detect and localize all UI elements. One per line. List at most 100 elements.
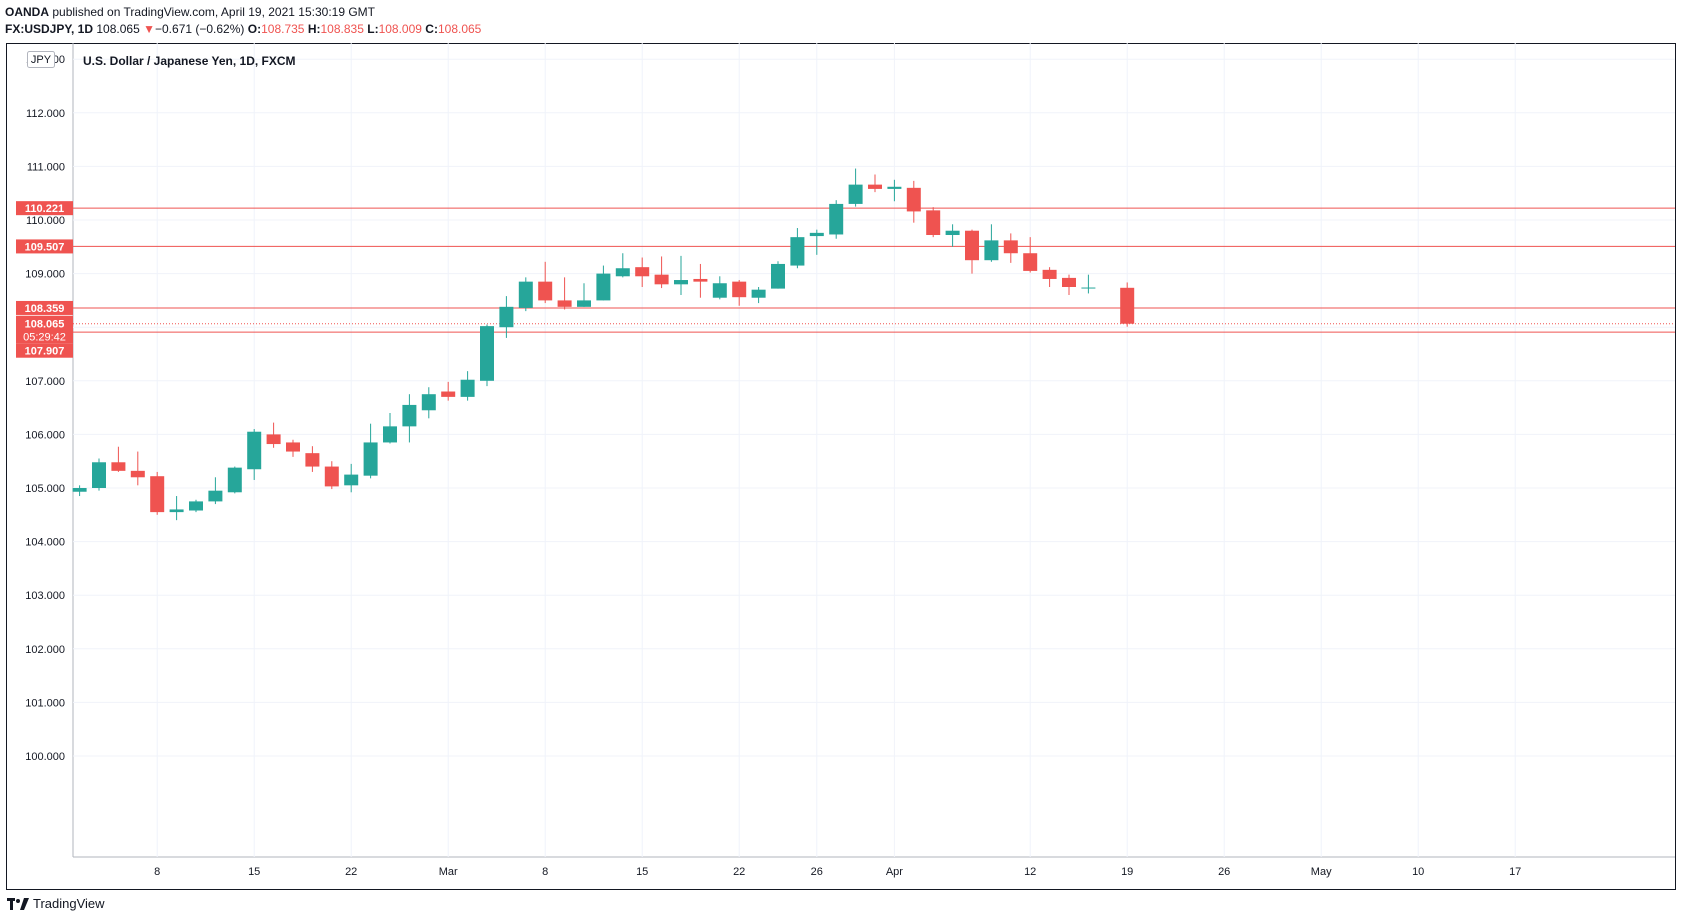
candle-body <box>1120 287 1135 324</box>
publish-info: OANDA published on TradingView.com, Apri… <box>5 5 375 19</box>
y-tick-label: 109.000 <box>25 269 65 281</box>
low-label: L: <box>367 22 379 36</box>
candle-body <box>286 442 300 452</box>
candle-body <box>1003 240 1018 254</box>
candle-body <box>809 232 824 237</box>
x-tick-label: 8 <box>154 866 160 878</box>
last-price-label: 108.065 <box>25 319 65 331</box>
level-price-label: 110.221 <box>25 203 64 215</box>
candle-body <box>72 488 87 492</box>
candle-body <box>751 289 766 298</box>
x-tick-label: 26 <box>811 866 823 878</box>
x-tick-label: 17 <box>1509 866 1521 878</box>
level-price-label-bg <box>16 239 73 254</box>
x-tick-label: 15 <box>636 866 648 878</box>
candle-body <box>189 501 203 511</box>
x-tick-label: 22 <box>733 866 745 878</box>
candle-body <box>92 462 106 488</box>
y-tick-label: 103.000 <box>25 590 65 602</box>
candle-body <box>538 281 553 301</box>
x-tick-label: 19 <box>1121 866 1133 878</box>
high-label: H: <box>307 22 321 36</box>
level-price-label: 108.359 <box>25 303 65 315</box>
last-price: 108.065 <box>96 22 140 36</box>
tradingview-brand: TradingView <box>33 896 105 911</box>
low-value: 108.009 <box>378 22 422 36</box>
candle-body <box>324 466 339 487</box>
candle-body <box>344 474 359 486</box>
time-axis: 8 15 22 Mar 8 15 22 26 Apr 12 19 26 May 10 17 <box>154 866 1521 878</box>
level-price-label-bg <box>16 300 73 315</box>
candle-body <box>441 391 456 397</box>
candle-body <box>402 404 417 427</box>
candle-body <box>305 453 320 467</box>
x-tick-label: 10 <box>1412 866 1424 878</box>
candle-body <box>266 434 281 445</box>
price-change: −0.671 (−0.62%) <box>155 22 245 36</box>
x-tick-label: Mar <box>439 866 458 878</box>
chart-frame <box>6 43 1676 890</box>
candle-body <box>169 509 184 513</box>
candle-body <box>790 237 805 266</box>
candle-body <box>712 283 727 298</box>
symbol-label: FX:USDJPY, 1D <box>5 22 94 36</box>
y-tick-label: 105.000 <box>25 483 65 495</box>
candle-body <box>906 187 921 212</box>
footer: TradingView <box>7 896 105 911</box>
candle-body <box>615 268 630 277</box>
tradingview-logo-icon <box>7 897 29 910</box>
open-value: 108.735 <box>261 22 305 36</box>
candle-body <box>247 431 262 470</box>
x-tick-label: 12 <box>1024 866 1036 878</box>
open-label: O: <box>247 22 262 36</box>
y-tick-label: 102.000 <box>25 644 65 656</box>
candle-body <box>771 263 785 289</box>
candle-body <box>130 470 145 478</box>
candle-body <box>926 210 941 236</box>
x-tick-label: 26 <box>1218 866 1230 878</box>
high-value: 108.835 <box>320 22 364 36</box>
publisher-name: OANDA <box>5 5 49 19</box>
last-price-bg <box>16 315 73 344</box>
candle-body <box>208 490 223 502</box>
candle-body <box>1081 287 1096 289</box>
x-tick-label: 22 <box>345 866 357 878</box>
y-tick-label: 101.000 <box>25 697 65 709</box>
candle-body <box>693 278 708 282</box>
x-tick-label: 8 <box>542 866 548 878</box>
y-tick-label: 112.000 <box>26 108 65 120</box>
candle-body <box>111 462 126 471</box>
horizontal-levels <box>73 207 1675 333</box>
candle-body <box>596 273 611 301</box>
candle-body <box>480 326 494 381</box>
grid <box>73 43 1675 857</box>
candle-body <box>945 230 960 236</box>
currency-badge[interactable] <box>27 51 55 68</box>
level-price-label-bg <box>16 343 73 358</box>
level-price-label: 109.507 <box>25 241 65 253</box>
down-arrow-icon: ▼ <box>143 22 155 36</box>
candle-body <box>1042 269 1057 279</box>
level-price-label-bg <box>16 201 73 216</box>
y-tick-label: 100.000 <box>25 751 65 763</box>
candle-body <box>1062 277 1076 287</box>
candle-body <box>227 467 242 493</box>
currency-badge-label: JPY <box>31 54 52 66</box>
candle-body <box>829 203 844 235</box>
chart-title: U.S. Dollar / Japanese Yen, 1D, FXCM <box>83 54 296 68</box>
level-price-label: 107.907 <box>25 346 65 358</box>
y-tick-label: 111.000 <box>27 161 65 173</box>
candle-body <box>674 280 688 285</box>
candle-body <box>635 267 650 277</box>
x-tick-label: 15 <box>248 866 260 878</box>
x-tick-label: May <box>1311 866 1332 878</box>
close-label: C: <box>425 22 438 36</box>
candle-body <box>363 442 378 476</box>
y-tick-label: 106.000 <box>25 429 65 441</box>
candle-body <box>421 394 436 411</box>
candle-body <box>848 184 863 204</box>
candle-body <box>383 426 397 443</box>
candle-body <box>518 281 533 308</box>
